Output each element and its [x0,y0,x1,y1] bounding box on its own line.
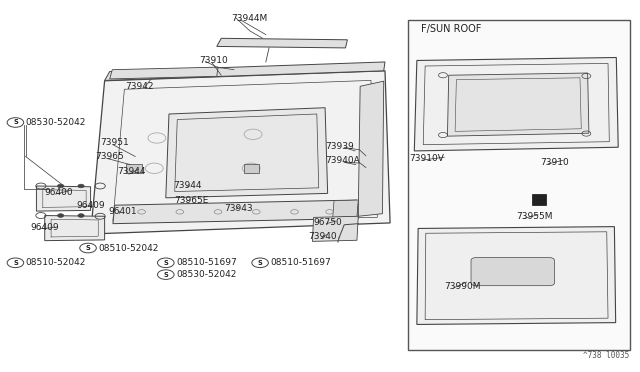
Polygon shape [113,200,358,224]
Polygon shape [217,38,348,48]
FancyBboxPatch shape [471,258,554,286]
Bar [244,164,259,173]
Text: 08510-52042: 08510-52042 [99,244,159,253]
Text: 08510-52042: 08510-52042 [26,258,86,267]
Polygon shape [358,81,384,216]
Text: F/SUN ROOF: F/SUN ROOF [420,24,481,34]
Text: 08530-52042: 08530-52042 [26,118,86,127]
Text: 73990M: 73990M [444,282,481,291]
Text: 96400: 96400 [45,188,74,197]
Bar [532,194,545,205]
Text: 73944: 73944 [117,167,146,176]
Text: S: S [258,260,262,266]
Text: ^738 l0035: ^738 l0035 [583,351,629,360]
Text: 08510-51697: 08510-51697 [270,258,331,267]
Text: 96409: 96409 [30,223,59,232]
Text: 73955M: 73955M [516,212,553,221]
Polygon shape [333,200,358,217]
Polygon shape [91,71,390,234]
Circle shape [78,184,84,188]
Text: 73910: 73910 [540,157,568,167]
Text: 08530-52042: 08530-52042 [176,270,236,279]
Text: 73910V: 73910V [409,154,444,163]
Text: 73910: 73910 [199,56,228,65]
Text: S: S [13,119,18,125]
Polygon shape [447,73,589,136]
Circle shape [58,214,64,217]
Text: S: S [163,260,168,266]
Polygon shape [417,227,616,324]
Text: S: S [86,245,90,251]
Text: 73943: 73943 [225,203,253,213]
Bar [126,164,141,173]
Text: 08510-51697: 08510-51697 [176,258,237,267]
Text: 73944: 73944 [173,182,202,190]
Text: 73965: 73965 [96,152,124,161]
Text: 73942: 73942 [125,82,154,91]
Text: 73940: 73940 [308,232,337,241]
Text: 73939: 73939 [325,142,354,151]
Text: 73951: 73951 [100,138,129,147]
Text: 73940A: 73940A [325,156,360,166]
Circle shape [58,184,64,188]
Bar [408,20,630,350]
Polygon shape [109,67,218,79]
Text: S: S [13,260,18,266]
Polygon shape [45,215,104,241]
Polygon shape [414,58,618,151]
Polygon shape [104,62,385,80]
Text: 73965E: 73965E [175,196,209,205]
Polygon shape [36,186,91,211]
Text: 96401: 96401 [108,207,137,217]
Circle shape [78,214,84,217]
Text: S: S [163,272,168,278]
Text: 73944M: 73944M [231,13,267,22]
Polygon shape [312,216,358,241]
Polygon shape [166,108,328,198]
Text: 96750: 96750 [314,218,342,227]
Text: 96409: 96409 [77,201,105,210]
